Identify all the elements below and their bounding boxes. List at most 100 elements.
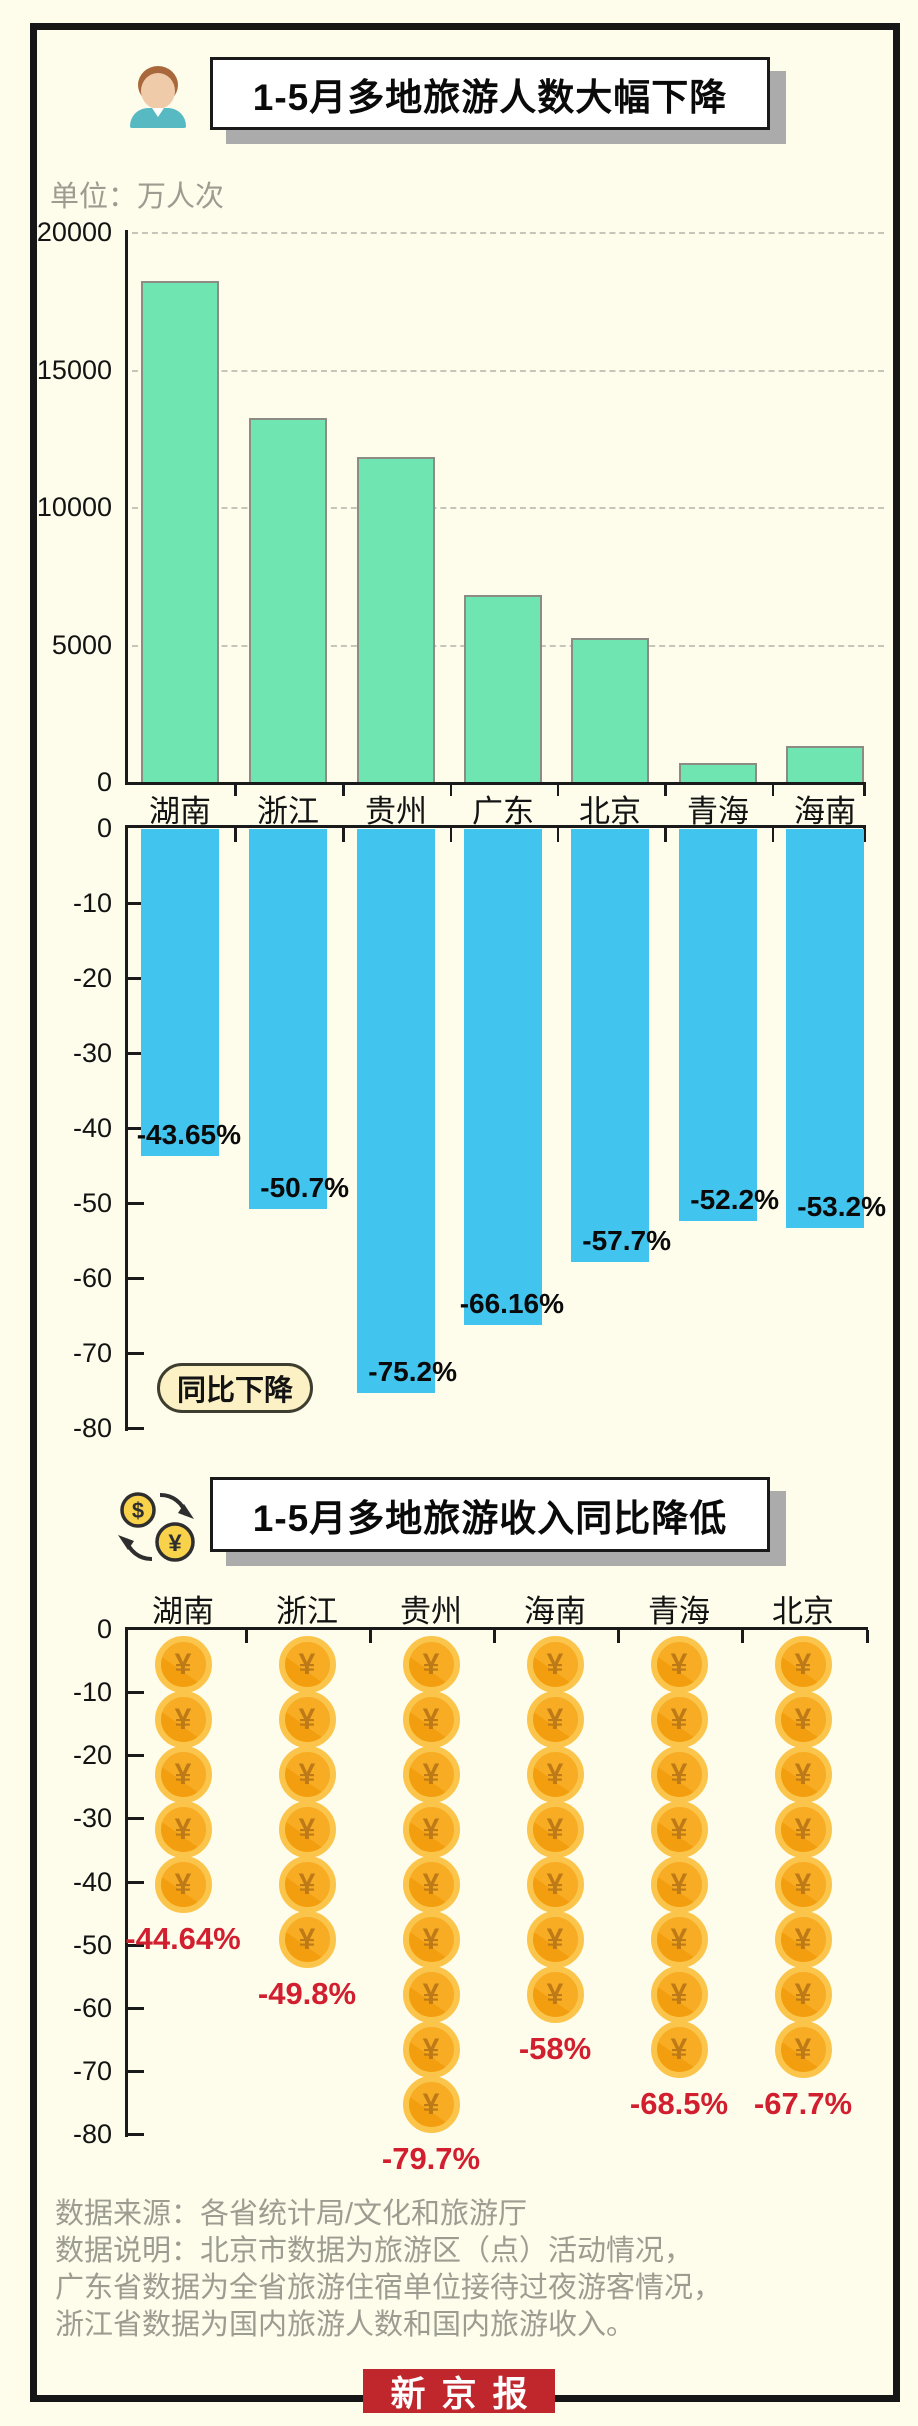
section1-title: 1-5月多地旅游人数大幅下降 [252,76,728,118]
income-top-axis [125,1627,868,1630]
svg-text:$: $ [132,1498,144,1523]
income-y-axis [125,1627,128,2137]
income-y-tick--20 [128,1754,144,1758]
yuan-coin-icon: ¥ [154,1746,212,1803]
decline-y-tick-label--60: -60 [72,1263,112,1293]
decline-x-tick-6 [863,828,866,842]
decline-value-label-贵州: -75.2% [368,1356,457,1387]
yuan-coin-icon: ¥ [650,1966,708,2023]
gridline-15000 [132,369,884,372]
y-tick-label-15000: 15000 [36,354,112,385]
income-category-label-北京: 北京 [772,1594,834,1629]
decline-x-tick-3 [556,828,559,842]
yuan-coin-icon: ¥ [650,1636,708,1693]
yuan-coin-icon: ¥ [402,1636,460,1693]
income-y-tick--50 [128,1943,144,1947]
decline-y-tick--20 [128,977,144,980]
category-label-青海: 青海 [687,794,749,829]
section2-title: 1-5月多地旅游收入同比降低 [252,1497,728,1539]
income-x-tick-2 [493,1630,496,1643]
yuan-coin-icon: ¥ [774,1636,832,1693]
decline-y-tick--80 [128,1427,144,1430]
visitors-x-tick-6 [863,782,866,796]
decline-y-tick-label--70: -70 [72,1338,112,1368]
yuan-coin-icon: ¥ [402,1911,460,1968]
decline-y-tick--30 [128,1052,144,1055]
decline-y-tick-label--50: -50 [72,1188,112,1218]
yuan-coin-icon: ¥ [402,2021,460,2078]
income-y-tick--40 [128,1880,144,1884]
decline-y-tick--50 [128,1202,144,1205]
visitors-x-tick-0 [234,782,237,796]
decline-y-tick--10 [128,902,144,905]
yuan-coin-icon: ¥ [526,1691,584,1748]
data-note-line-1: 数据说明：北京市数据为旅游区（点）活动情况， [55,2235,694,2267]
decline-bar-北京 [571,829,649,1262]
yuan-coin-icon: ¥ [650,2021,708,2078]
income-category-label-浙江: 浙江 [276,1594,338,1629]
yuan-coin-icon: ¥ [526,1746,584,1803]
yuan-coin-icon: ¥ [650,1691,708,1748]
yuan-coin-icon: ¥ [278,1801,336,1858]
yuan-coin-icon: ¥ [774,1746,832,1803]
income-y-tick-label--40: -40 [72,1866,112,1897]
decline-y-axis [125,825,128,1431]
yuan-coin-icon: ¥ [278,1691,336,1748]
decline-value-label-北京: -57.7% [582,1225,671,1256]
visitors-bar-贵州 [357,457,435,782]
income-y-tick-label--80: -80 [72,2119,112,2149]
yuan-coin-icon: ¥ [774,1911,832,1968]
decline-bar-广东 [464,829,542,1325]
category-label-浙江: 浙江 [257,794,319,829]
yuan-coin-icon: ¥ [154,1856,212,1913]
visitors-bar-广东 [464,595,542,782]
category-label-海南: 海南 [794,794,856,829]
decline-bar-湖南 [141,829,219,1156]
yuan-coin-icon: ¥ [526,1636,584,1693]
decline-value-label-海南: -53.2% [797,1191,886,1222]
decline-bar-海南 [786,829,864,1228]
y-tick-label-10000: 10000 [36,492,112,522]
income-value-label-浙江: -49.8% [257,1976,357,2011]
decline-y-tick-label--30: -30 [72,1038,112,1068]
yuan-coin-icon: ¥ [278,1746,336,1803]
visitors-bar-浙江 [249,418,327,782]
decline-bar-贵州 [357,829,435,1393]
yuan-coin-icon: ¥ [402,2076,460,2133]
yuan-coin-icon: ¥ [526,1911,584,1968]
yuan-coin-icon: ¥ [402,1691,460,1748]
person-collar [152,108,164,117]
decline-y-tick-label--40: -40 [72,1113,112,1143]
income-y-tick-label-0: 0 [96,1614,112,1644]
decline-y-tick--60 [128,1277,144,1280]
yuan-coin-icon: ¥ [526,1966,584,2023]
person-body [130,108,186,128]
income-y-tick-label--10: -10 [72,1677,112,1708]
beijing-news-logo: 新京报 [363,2369,555,2414]
income-category-label-贵州: 贵州 [400,1594,462,1629]
income-value-label-青海: -68.5% [629,2086,729,2121]
yuan-coin-icon: ¥ [774,1966,832,2023]
decline-y-tick-label--10: -10 [72,888,112,918]
decline-bar-青海 [679,829,757,1221]
decline-x-tick-2 [449,828,452,842]
income-x-tick-0 [245,1630,248,1643]
visitors-bar-北京 [571,638,649,782]
decline-top-axis [125,825,866,828]
yuan-coin-icon: ¥ [402,1856,460,1913]
visitors-x-tick-3 [556,782,559,796]
decline-y-tick--40 [128,1127,144,1130]
decline-y-tick-label--80: -80 [72,1413,112,1443]
footer-notes: 数据来源：各省统计局/文化和旅游厅 数据说明：北京市数据为旅游区（点）活动情况，… [55,2196,795,2344]
decline-y-tick-label--20: -20 [72,963,112,993]
yuan-coin-icon: ¥ [650,1801,708,1858]
yuan-coin-icon: ¥ [774,1801,832,1858]
person-face [141,73,175,109]
yuan-coin-icon: ¥ [650,1746,708,1803]
income-x-tick-4 [741,1630,744,1643]
income-y-tick-label--60: -60 [72,1992,112,2023]
data-note-line-2: 广东省数据为全省旅游住宿单位接待过夜游客情况， [55,2272,723,2304]
visitors-x-tick-4 [664,782,667,796]
visitors-x-tick-1 [342,782,345,796]
yuan-coin-icon: ¥ [650,1911,708,1968]
